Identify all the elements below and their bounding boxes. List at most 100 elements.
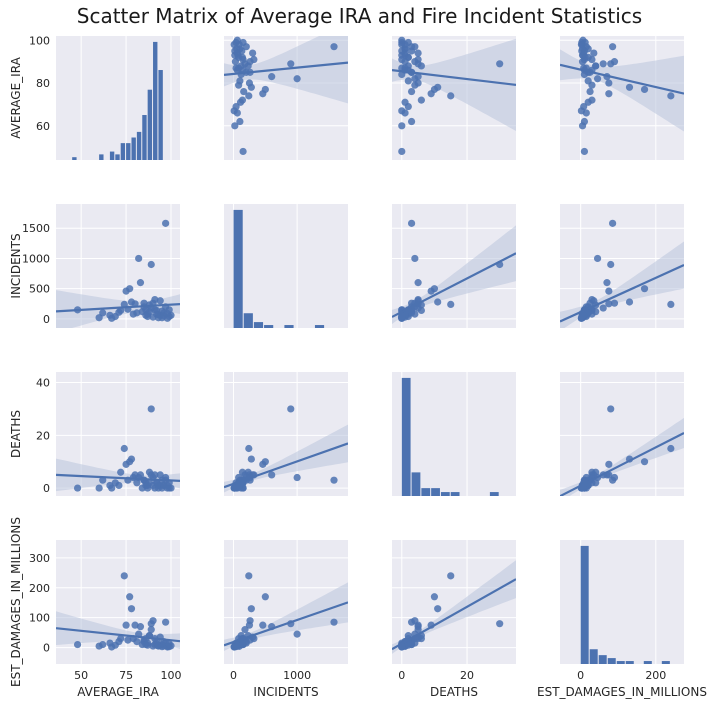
scatter-point-r3c0 <box>126 593 134 601</box>
x-tick-label-est_damages_in_millions: 0 <box>577 669 584 682</box>
scatter-point-r3c1 <box>247 605 255 613</box>
y-tick-label-deaths: 40 <box>36 377 50 390</box>
confidence-band-r0c2 <box>392 38 516 131</box>
scatter-point-r0c3 <box>610 58 619 66</box>
scatter-point-r3c0 <box>144 641 152 649</box>
scatter-point-r0c3 <box>579 36 587 44</box>
scatter-point-r1c3 <box>609 219 617 227</box>
scatter-point-r0c3 <box>584 77 592 85</box>
scatter-point-r1c3 <box>599 304 607 312</box>
scatter-point-r0c2 <box>417 96 425 104</box>
scatter-point-r1c2 <box>411 254 419 263</box>
scatter-point-r2c0 <box>115 481 123 490</box>
scatter-point-r0c3 <box>667 92 675 100</box>
scatter-point-r0c3 <box>605 79 613 87</box>
scatter-point-r3c0 <box>147 626 155 634</box>
scatter-point-r3c2 <box>430 593 439 601</box>
histogram-bar-average_ira <box>115 154 120 160</box>
histogram-bar-incidents <box>284 325 294 328</box>
scatter-point-r1c2 <box>414 279 422 287</box>
y-tick-label-est_damages_in_millions: 200 <box>29 582 50 595</box>
scatter-point-r2c1 <box>245 444 253 453</box>
histogram-bar-est_damages_in_millions <box>625 661 634 664</box>
scatter-point-r0c1 <box>233 36 241 44</box>
scatter-point-r2c3 <box>609 476 617 484</box>
y-tick-label-est_damages_in_millions: 100 <box>29 612 50 625</box>
y-tick-label-incidents: 0 <box>43 313 50 326</box>
y-axis-label-est_damages_in_millions: EST_DAMAGES_IN_MILLIONS <box>9 517 23 687</box>
scatter-point-r2c3 <box>667 444 675 453</box>
regression-line-r1c0 <box>56 303 180 313</box>
histogram-bar-average_ira <box>131 137 136 160</box>
scatter-point-r0c2 <box>404 38 412 47</box>
scatter-point-r0c2 <box>414 55 422 64</box>
scatter-point-r0c2 <box>447 92 455 100</box>
scatter-point-r0c1 <box>239 147 247 156</box>
histogram-bar-deaths <box>421 488 431 496</box>
histogram-bar-deaths <box>401 377 411 496</box>
scatter-point-r1c3 <box>625 298 634 306</box>
histogram-bar-average_ira <box>147 89 153 160</box>
scatter-point-r1c0 <box>135 254 143 263</box>
histogram-bar-deaths <box>489 492 499 496</box>
histogram-bar-est_damages_in_millions <box>607 658 616 664</box>
histogram-bar-average_ira <box>142 115 147 160</box>
scatter-point-r1c0 <box>126 285 134 293</box>
scatter-point-r2c0 <box>117 468 125 476</box>
scatter-point-r2c1 <box>287 405 295 413</box>
histogram-bar-est_damages_in_millions <box>598 655 607 664</box>
scatter-point-r0c3 <box>592 62 600 70</box>
scatter-point-r2c0 <box>99 476 107 484</box>
histogram-bar-average_ira <box>153 41 158 160</box>
scatter-point-r0c3 <box>580 102 588 111</box>
scatter-point-r1c3 <box>667 300 675 309</box>
scatter-point-r2c1 <box>293 473 301 482</box>
histogram-bar-incidents <box>233 209 243 328</box>
scatter-point-r0c1 <box>287 60 295 68</box>
scatter-point-r3c0 <box>136 623 145 631</box>
scatter-point-r0c3 <box>640 85 649 94</box>
scatter-point-r2c1 <box>330 476 338 484</box>
scatter-point-r0c2 <box>414 73 422 81</box>
scatter-point-r2c0 <box>108 484 116 492</box>
scatter-point-r3c1 <box>261 593 269 601</box>
panel-r3c3 <box>560 540 684 664</box>
x-tick-label-est_damages_in_millions: 200 <box>645 669 666 682</box>
histogram-bar-deaths <box>411 472 421 496</box>
scatter-point-r1c3 <box>605 300 613 308</box>
scatter-point-r3c0 <box>133 637 141 646</box>
scatter-point-r3c2 <box>447 572 455 580</box>
y-tick-label-average_ira: 100 <box>29 34 50 47</box>
scatter-point-r1c0 <box>162 219 170 227</box>
histogram-bar-average_ira <box>126 143 131 160</box>
regression-line-r2c0 <box>56 473 180 482</box>
scatter-point-r0c1 <box>231 122 239 130</box>
scatter-point-r1c2 <box>430 285 439 293</box>
y-tick-label-incidents: 500 <box>29 283 50 296</box>
x-tick-label-average_ira: 50 <box>74 669 88 682</box>
scatter-point-r2c1 <box>261 458 269 466</box>
scatter-point-r1c2 <box>447 300 455 309</box>
x-axis-label-deaths: DEATHS <box>430 685 478 699</box>
histogram-bar-incidents <box>253 322 264 328</box>
scatter-point-r3c2 <box>411 639 419 647</box>
scatter-point-r0c3 <box>590 49 598 57</box>
scatter-point-r3c0 <box>127 605 136 613</box>
scatter-point-r2c1 <box>233 484 241 492</box>
scatter-point-r3c1 <box>241 626 249 634</box>
histogram-bar-incidents <box>264 325 274 328</box>
scatter-point-r2c3 <box>605 460 613 468</box>
histogram-bar-est_damages_in_millions <box>616 661 625 664</box>
scatter-point-r2c0 <box>136 471 145 479</box>
scatter-point-r3c1 <box>233 642 241 650</box>
y-tick-label-est_damages_in_millions: 0 <box>43 642 50 655</box>
x-tick-label-incidents: 0 <box>230 669 237 682</box>
y-axis-label-average_ira: AVERAGE_IRA <box>9 56 23 138</box>
scatter-point-r1c0 <box>156 297 164 305</box>
scatter-point-r3c0 <box>122 621 130 629</box>
histogram-bar-average_ira <box>136 131 142 160</box>
scatter-point-r0c1 <box>240 87 248 96</box>
x-tick-label-deaths: 20 <box>460 669 474 682</box>
scatter-point-r3c0 <box>124 636 132 644</box>
scatter-point-r0c1 <box>268 73 276 81</box>
